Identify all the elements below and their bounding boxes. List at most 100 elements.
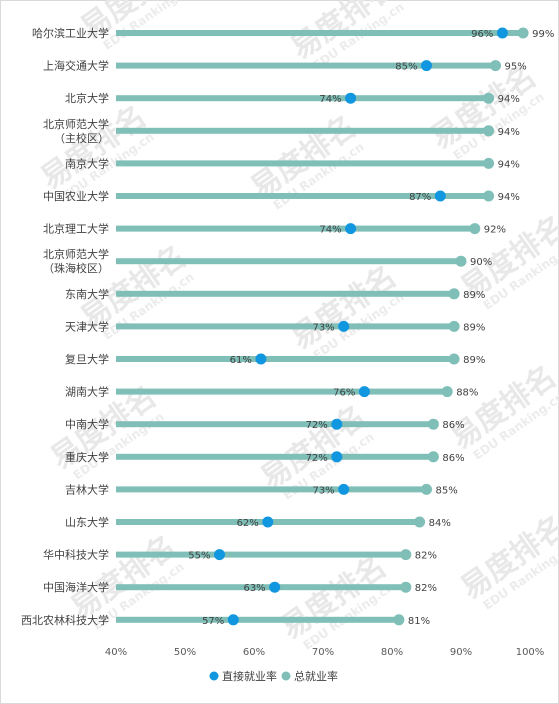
total-point (517, 27, 529, 39)
total-bar (116, 127, 489, 134)
total-point (469, 223, 481, 235)
x-tick-label: 80% (381, 647, 403, 658)
direct-data-label: 76% (333, 388, 355, 399)
total-point (421, 483, 432, 495)
total-point (448, 320, 460, 332)
total-data-label: 99% (532, 29, 554, 40)
legend-label: 直接就业率 (222, 669, 277, 683)
category-label-line: 上海交通大学 (43, 59, 109, 73)
direct-data-label: 73% (312, 322, 334, 333)
category-label-line: 中南大学 (65, 417, 109, 431)
total-bar (116, 551, 406, 558)
total-data-label: 94% (498, 192, 520, 203)
total-data-label: 84% (429, 518, 451, 529)
x-tick-label: 70% (312, 647, 334, 658)
direct-point (214, 549, 225, 561)
direct-point (255, 353, 267, 365)
category-label-line: 华中科技大学 (43, 548, 109, 562)
category-label: 北京师范大学（珠海校区） (43, 247, 109, 275)
total-bar (116, 290, 455, 297)
category-label-line: 北京师范大学 (43, 247, 109, 261)
direct-data-label: 72% (306, 453, 328, 464)
category-label: 天津大学 (65, 319, 109, 333)
legend-label: 总就业率 (294, 669, 338, 683)
category-label: 吉林大学 (65, 482, 109, 496)
direct-point (227, 614, 239, 626)
category-label: 复旦大学 (65, 352, 109, 366)
category-label: 东南大学 (65, 287, 109, 301)
total-data-label: 89% (463, 290, 485, 301)
category-label-line: 天津大学 (65, 319, 109, 333)
direct-point (338, 483, 350, 495)
category-label-line: 北京师范大学 (43, 117, 109, 131)
direct-data-label: 62% (237, 518, 259, 529)
total-data-label: 89% (463, 322, 485, 333)
total-data-label: 94% (498, 94, 520, 105)
total-bar (116, 160, 489, 167)
x-tick-label: 60% (243, 647, 265, 658)
category-label: 中国海洋大学 (43, 580, 109, 594)
category-label-line: 南京大学 (65, 156, 109, 170)
direct-data-label: 63% (243, 583, 265, 594)
total-data-label: 86% (442, 453, 464, 464)
total-point (448, 353, 460, 365)
total-data-label: 92% (484, 225, 506, 236)
category-label: 北京理工大学 (43, 222, 109, 236)
total-data-label: 86% (442, 420, 464, 431)
category-label-line: 重庆大学 (65, 450, 109, 464)
direct-data-label: 96% (471, 29, 493, 40)
x-axis: 40% 50% 60% 70% 80% 90% 100% (105, 647, 544, 658)
total-point (483, 125, 495, 137)
total-point (483, 190, 495, 202)
total-bar (116, 258, 461, 265)
total-bar (116, 225, 475, 232)
total-bar (116, 453, 434, 460)
total-point (455, 255, 467, 267)
total-bar (116, 62, 496, 69)
bar-layer: 99% 96% 95% 85% 94% 74% 94% 94% 94% 87% 92% 74% 90% 8… (116, 27, 554, 627)
direct-data-label: 73% (312, 485, 334, 496)
total-point (483, 92, 495, 104)
category-label: 南京大学 (65, 156, 109, 170)
total-data-label: 88% (456, 388, 478, 399)
direct-point (345, 223, 357, 235)
category-label-line: 北京大学 (65, 91, 109, 105)
total-point (441, 386, 453, 398)
category-label-line: 湖南大学 (65, 385, 109, 399)
direct-point (358, 386, 370, 398)
total-bar (116, 95, 489, 102)
direct-point (331, 451, 343, 463)
total-bar (116, 356, 455, 362)
direct-point (269, 581, 281, 593)
direct-data-label: 87% (409, 192, 431, 203)
category-label-line: 复旦大学 (65, 352, 109, 366)
category-label: 山东大学 (65, 515, 109, 529)
category-label-line: 吉林大学 (65, 482, 109, 496)
x-tick-label: 100% (516, 647, 545, 658)
category-label: 重庆大学 (65, 450, 109, 464)
direct-point (262, 516, 274, 528)
direct-data-label: 85% (395, 62, 417, 73)
direct-point (434, 190, 446, 202)
direct-data-label: 74% (319, 225, 341, 236)
direct-data-label: 61% (230, 355, 252, 366)
category-label-line: （珠海校区） (43, 261, 109, 275)
direct-point (345, 92, 357, 104)
category-label: 西北农林科技大学 (21, 613, 109, 627)
total-data-label: 89% (463, 355, 485, 366)
total-data-label: 90% (470, 257, 492, 268)
category-label: 哈尔滨工业大学 (32, 26, 109, 40)
total-data-label: 94% (498, 127, 520, 138)
total-point (448, 288, 460, 300)
category-label-line: 北京理工大学 (43, 222, 109, 236)
total-data-label: 81% (408, 616, 430, 627)
total-bar (116, 388, 448, 395)
category-label: 湖南大学 (65, 385, 109, 399)
legend: 直接就业率 总就业率 (209, 669, 338, 683)
total-point (427, 451, 439, 463)
